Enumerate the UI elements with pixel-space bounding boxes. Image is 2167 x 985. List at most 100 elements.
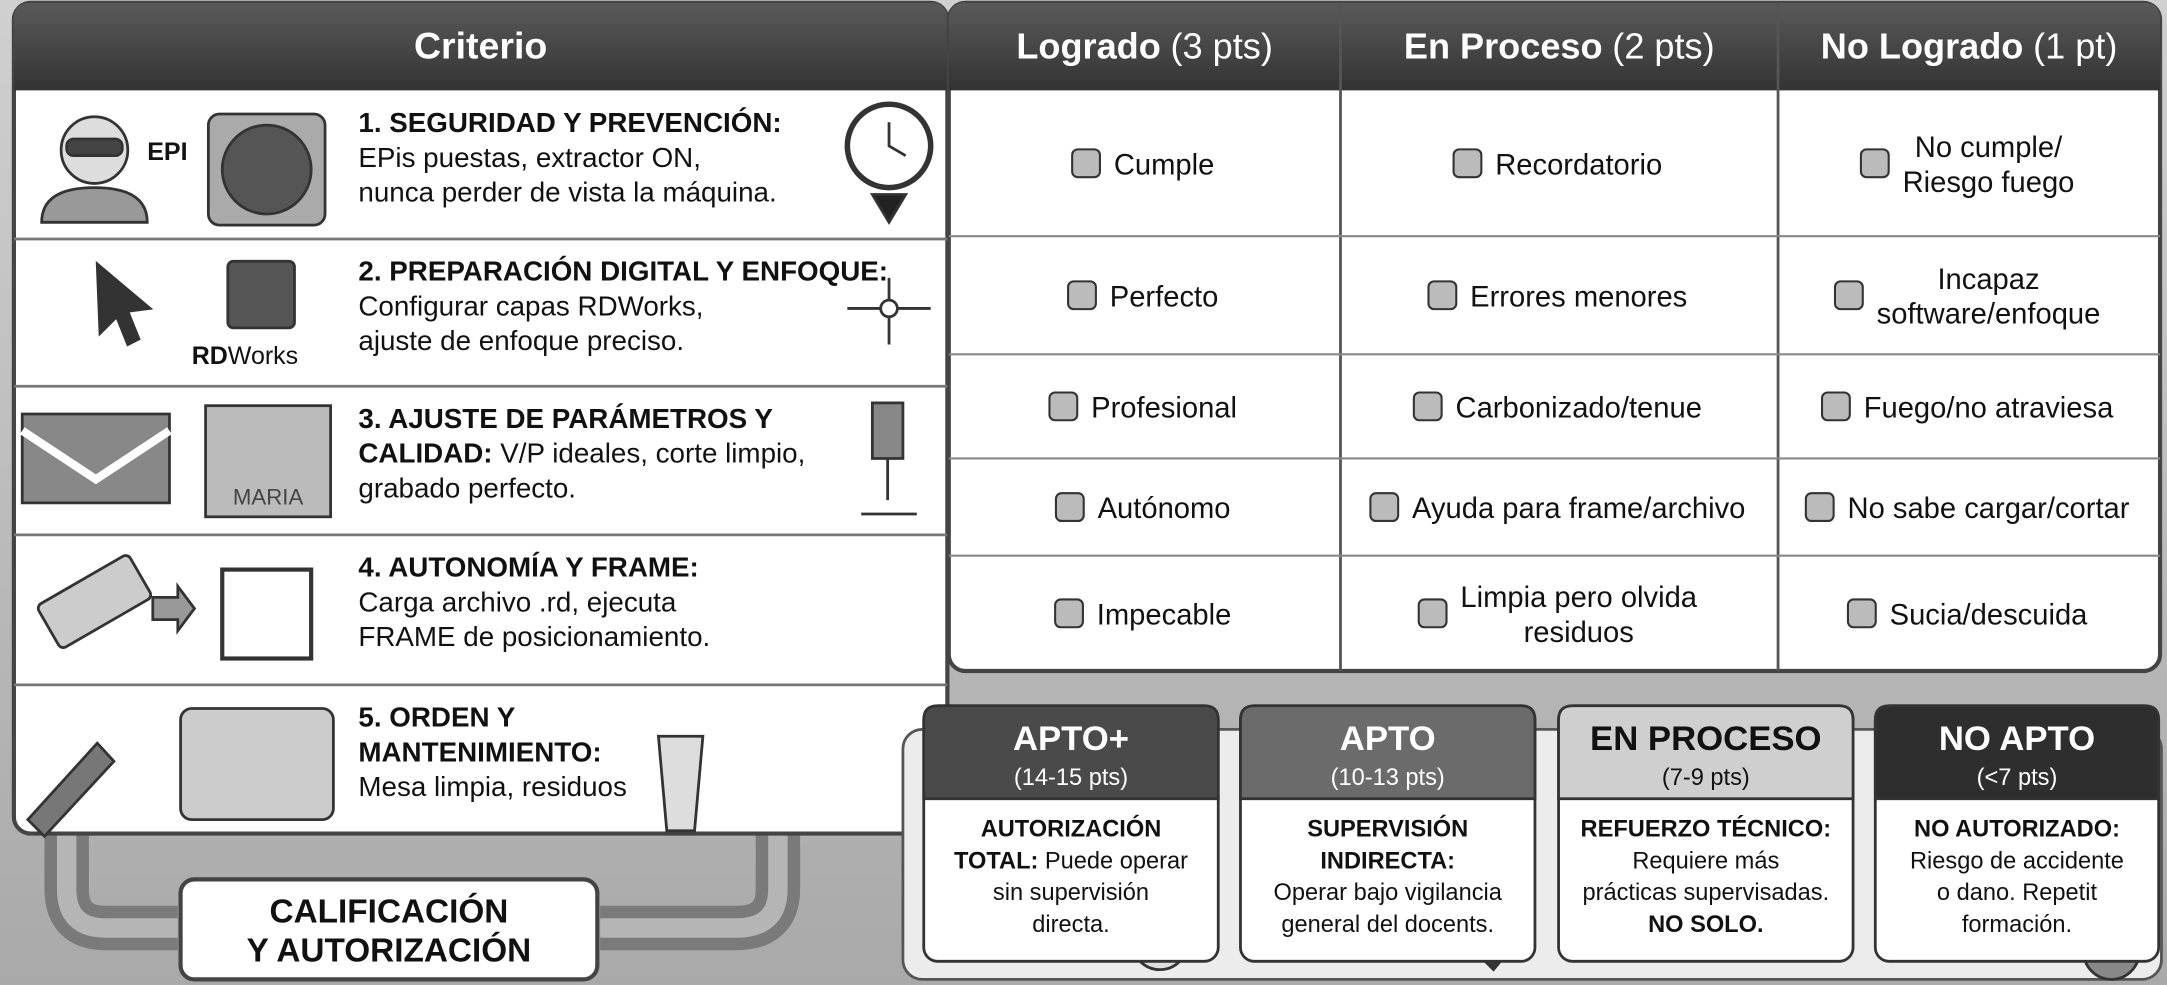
checkbox	[1833, 280, 1864, 311]
body-text: prácticas supervisadas.	[1582, 880, 1829, 906]
frame-icon	[220, 567, 314, 661]
checkbox	[1054, 598, 1084, 629]
checkbox	[1054, 492, 1085, 523]
body-text: Configurar capas RDWorks,	[358, 290, 703, 321]
rubric-cell: Carbonizado/tenue	[1456, 392, 1702, 424]
body-text: formación.	[1962, 912, 2072, 938]
text-line: general del docents.	[1281, 912, 1494, 938]
body-text: Riesgo de accidente	[1910, 848, 2124, 874]
goggles	[65, 137, 124, 158]
checkbox	[1846, 598, 1877, 629]
text-line: INDIRECTA:	[1320, 848, 1455, 874]
rubric-cell: Sucia/descuida	[1890, 599, 2089, 631]
text-line: NO AUTORIZADO:	[1914, 816, 2120, 842]
bold-text: 2. PREPARACIÓN DIGITAL Y ENFOQUE:	[358, 256, 888, 287]
checkbox	[1048, 391, 1079, 422]
level-points: (1 pt)	[2033, 25, 2117, 66]
text-line: ajuste de enfoque preciso.	[358, 325, 684, 356]
text-line: 2. PREPARACIÓN DIGITAL Y ENFOQUE:	[358, 256, 888, 287]
text-line: EPis puestas, extractor ON,	[358, 142, 701, 173]
bold-text: NO SOLO.	[1648, 912, 1763, 938]
body-text: o dano. Repetit	[1937, 880, 2098, 906]
rubric-cell: Profesional	[1091, 392, 1237, 424]
level-header: En Proceso (2 pts)	[1404, 25, 1715, 66]
usb-icon	[36, 554, 153, 649]
body-text: directa.	[1032, 912, 1109, 938]
rubric-cell: residuos	[1524, 617, 1634, 649]
icon-label-rest: Works	[228, 342, 298, 370]
rubric-cell: Autónomo	[1098, 493, 1231, 525]
rubric-cell: Impecable	[1097, 599, 1232, 631]
bold-text: AUTORIZACIÓN	[981, 814, 1162, 842]
content: Criterio Logrado (3 pts) En Proceso (2 pts) N…	[13, 2, 2161, 969]
body-text: sin supervisión	[993, 880, 1149, 906]
laser-head	[870, 401, 905, 460]
flow-arrow-inner	[56, 833, 178, 938]
text-line: 4. AUTONOMÍA Y FRAME:	[358, 552, 698, 583]
bold-text: MANTENIMIENTO:	[358, 736, 601, 767]
body-text: ajuste de enfoque preciso.	[358, 325, 684, 356]
criteria-header	[13, 2, 948, 91]
text-line: 5. ORDEN Y	[358, 702, 515, 733]
body-text: FRAME de posicionamiento.	[358, 621, 710, 652]
summary-box	[178, 877, 600, 982]
bold-text: SUPERVISIÓN	[1307, 814, 1468, 842]
rubric-cell: software/enfoque	[1877, 299, 2101, 331]
rubric-cell: Fuego/no atraviesa	[1864, 392, 2114, 424]
result-name: NO APTO	[1939, 720, 2095, 758]
text-line: o dano. Repetit	[1937, 880, 2098, 906]
result-header	[1239, 704, 1537, 801]
text-line: directa.	[1032, 912, 1109, 938]
bold-text: REFUERZO TÉCNICO:	[1581, 814, 1832, 842]
checkbox	[1859, 148, 1890, 179]
body-text: Puede operar	[1038, 848, 1188, 874]
laser-beam	[861, 458, 917, 516]
icon-label: RDWorks	[192, 342, 298, 370]
rubric-cell: Riesgo fuego	[1903, 167, 2075, 199]
body-text: Mesa limpia, residuos	[358, 771, 627, 802]
text-line: Carga archivo .rd, ejecuta	[358, 586, 676, 617]
brush-icon	[25, 741, 116, 839]
small-arrow	[151, 582, 197, 635]
rubric-cell: Incapaz	[1937, 264, 2039, 296]
level-points: (2 pts)	[1612, 25, 1714, 66]
criteria-title: Criterio	[414, 24, 547, 66]
level-header: Logrado (3 pts)	[1016, 25, 1272, 66]
checkbox	[1071, 148, 1101, 179]
checkbox	[1427, 280, 1458, 311]
text-line: grabado perfecto.	[358, 472, 576, 503]
text-line: Riesgo de accidente	[1910, 848, 2124, 874]
text-line: nunca perder de vista la máquina.	[358, 176, 776, 207]
text-line: Configurar capas RDWorks,	[358, 290, 703, 321]
material-cut	[19, 427, 172, 485]
level-name: En Proceso	[1404, 25, 1603, 66]
text-line: 3. AJUSTE DE PARÁMETROS Y	[358, 403, 773, 434]
result-header	[922, 704, 1220, 801]
summary-title: CALIFICACIÓN	[270, 892, 509, 930]
person-body	[40, 186, 149, 224]
text-line: Mesa limpia, residuos	[358, 771, 627, 802]
summary-title: Y AUTORIZACIÓN	[247, 931, 532, 969]
text-line: Operar bajo vigilancia	[1274, 880, 1503, 906]
result-range: (<7 pts)	[1977, 765, 2058, 791]
bold-text: 4. AUTONOMÍA Y FRAME:	[358, 552, 698, 583]
machine-icon	[179, 707, 335, 822]
icon-label: MARIA	[233, 484, 304, 509]
level-name: Logrado	[1016, 25, 1160, 66]
trash-icon	[656, 734, 705, 833]
rubric-cell: Ayuda para frame/archivo	[1412, 493, 1745, 525]
text-line: AUTORIZACIÓN	[981, 814, 1162, 842]
text-line: FRAME de posicionamiento.	[358, 621, 710, 652]
text-line: sin supervisión	[993, 880, 1149, 906]
down-arrow	[869, 193, 909, 226]
bold-text: CALIDAD:	[358, 438, 492, 469]
text-line: formación.	[1962, 912, 2072, 938]
body-text: V/P ideales, corte limpio,	[493, 438, 806, 469]
rdworks-icon	[226, 259, 296, 330]
rubric-cell: No sabe cargar/cortar	[1848, 493, 2130, 525]
text-line: NO SOLO.	[1648, 912, 1763, 938]
clock-hands	[887, 122, 907, 157]
rubric-cell: Recordatorio	[1495, 149, 1662, 181]
level-header: No Logrado (1 pt)	[1821, 25, 2118, 66]
result-header	[1873, 704, 2161, 801]
